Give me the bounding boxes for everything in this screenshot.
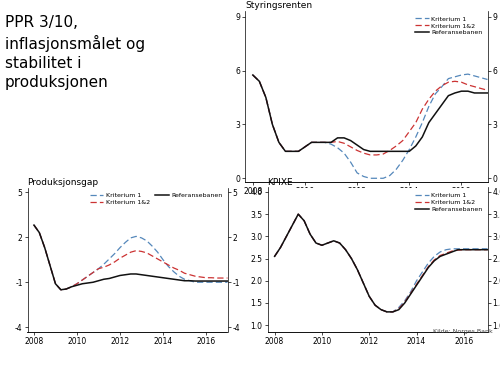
Text: ☘NB☘ NORGES BANK: ☘NB☘ NORGES BANK: [8, 354, 132, 364]
Text: Norges Bank Pengepolitikk    28: Norges Bank Pengepolitikk 28: [371, 355, 492, 364]
Text: Produksjonsgap: Produksjonsgap: [28, 178, 99, 187]
Text: Styringsrenten: Styringsrenten: [245, 2, 312, 10]
Text: PPR 3/10,
inflasjonsmålet og
stabilitet i
produksjonen: PPR 3/10, inflasjonsmålet og stabilitet …: [5, 15, 145, 90]
Legend: Kriterium 1, Kriterium 1&2, Referansebanen: Kriterium 1, Kriterium 1&2, Referanseban…: [413, 14, 484, 38]
Legend: Kriterium 1, Kriterium 1&2, Referansebanen: Kriterium 1, Kriterium 1&2, Referanseban…: [413, 190, 484, 214]
Legend: Kriterium 1, Kriterium 1&2, Referansebanen: Kriterium 1, Kriterium 1&2, Referanseban…: [88, 190, 224, 207]
Text: KPIXE: KPIXE: [268, 178, 293, 187]
Text: Kilde: Norges Bank: Kilde: Norges Bank: [433, 330, 492, 334]
